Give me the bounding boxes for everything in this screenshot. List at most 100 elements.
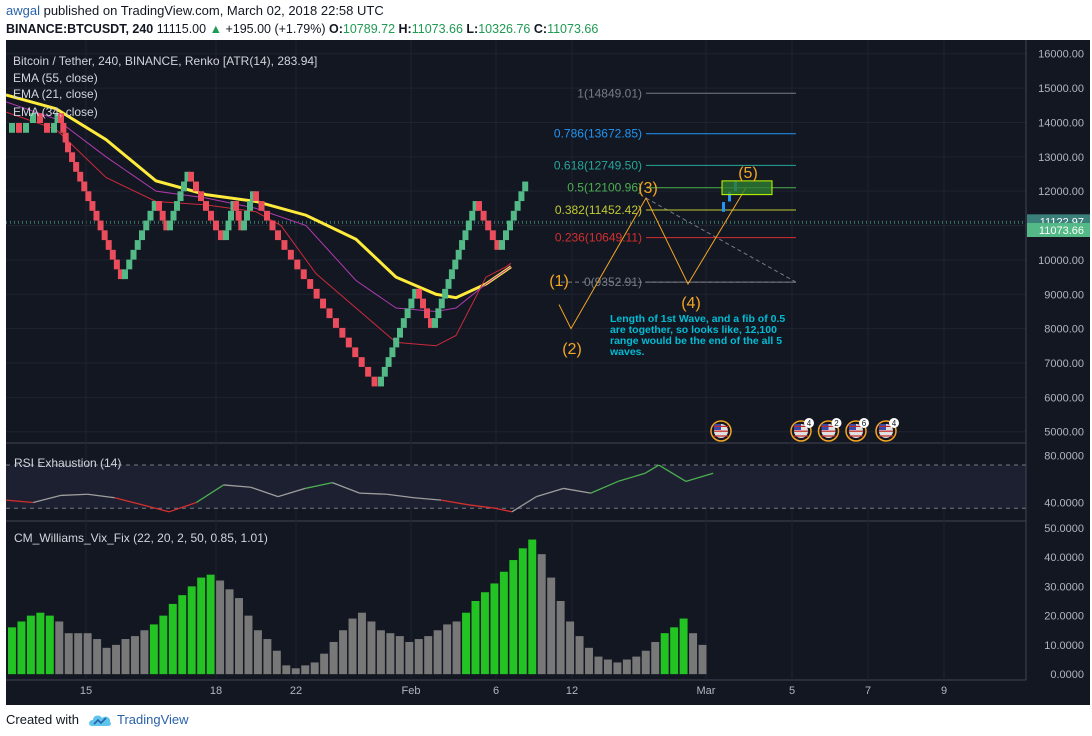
time-tick-label: 15 xyxy=(80,685,92,697)
renko-brick xyxy=(174,201,180,211)
vix-bar xyxy=(367,621,376,675)
renko-brick xyxy=(264,210,270,221)
time-tick-label: 6 xyxy=(493,685,499,697)
price-tick-label: 9000.00 xyxy=(1044,289,1084,301)
renko-brick xyxy=(60,123,67,133)
vix-bar xyxy=(329,641,338,675)
us-flag-icon: 4 xyxy=(875,418,899,442)
renko-brick xyxy=(503,230,509,241)
vix-bar xyxy=(187,586,196,675)
wave-label: (2) xyxy=(562,341,582,358)
main-pane: 1(14849.01) 0.786(13672.85) 0.618(12749.50… xyxy=(5,86,899,442)
rsi-segment xyxy=(250,486,279,498)
renko-brick xyxy=(494,240,501,250)
renko-brick xyxy=(371,376,378,387)
renko-brick xyxy=(507,220,513,231)
vix-legend: CM_Williams_Vix_Fix (22, 20, 2, 50, 0.85… xyxy=(14,531,268,545)
vix-bar xyxy=(102,647,111,675)
renko-brick xyxy=(30,113,36,124)
time-axis: 15 18 22 Feb 6 12 Mar 5 7 9 xyxy=(80,685,947,697)
rsi-segment xyxy=(617,472,646,483)
quote-line: BINANCE:BTCUSDT, 240 11115.00 ▲ +195.00 … xyxy=(6,22,598,36)
vix-bar xyxy=(632,656,641,675)
vix-bar xyxy=(17,621,26,675)
vix-bar xyxy=(386,633,395,675)
vix-bar xyxy=(130,636,139,675)
renko-brick xyxy=(147,210,154,221)
vix-bar xyxy=(452,621,461,675)
chart-svg[interactable]: 1(14849.01) 0.786(13672.85) 0.618(12749.50… xyxy=(5,40,1090,705)
vix-bar xyxy=(528,539,537,675)
annotation-text: Length of 1st Wave, and a fib of 0.5are … xyxy=(609,313,785,358)
low-value: 10326.76 xyxy=(478,22,531,36)
price-tick-label: 13000.00 xyxy=(1038,152,1084,164)
vix-bar xyxy=(263,639,272,675)
rsi-segment xyxy=(223,484,251,488)
vix-bar xyxy=(566,621,575,675)
renko-brick xyxy=(167,220,173,231)
renko-brick xyxy=(452,259,459,270)
renko-bricks xyxy=(9,113,737,387)
vix-bar xyxy=(310,662,319,675)
tradingview-cloud-icon[interactable] xyxy=(88,713,112,732)
wave-label: (1) xyxy=(549,273,569,290)
vix-bar xyxy=(585,647,593,675)
renko-brick xyxy=(184,171,191,182)
event-count: 6 xyxy=(862,419,867,428)
renko-brick xyxy=(130,249,137,260)
time-tick-label: 18 xyxy=(210,685,222,697)
rsi-segment xyxy=(511,496,537,513)
tradingview-link[interactable]: TradingView xyxy=(117,712,189,727)
renko-brick xyxy=(365,366,372,377)
elliott-waves: (1) (2) (3) (4) (5) xyxy=(549,165,773,358)
event-count-bg xyxy=(804,418,814,428)
event-count: 4 xyxy=(892,419,897,428)
vix-bar xyxy=(547,577,556,675)
renko-brick xyxy=(313,288,320,299)
chart-header: awgal published on TradingView.com, Marc… xyxy=(0,0,1092,40)
vix-bar xyxy=(594,656,603,675)
change-value: +195.00 (+1.79%) xyxy=(225,22,326,36)
vix-bar xyxy=(339,630,348,675)
renko-brick-live xyxy=(728,191,731,202)
rsi-segment xyxy=(305,481,333,490)
fib-levels: 1(14849.01) 0.786(13672.85) 0.618(12749.50… xyxy=(554,86,797,289)
price-tick-label: 10000.00 xyxy=(1038,255,1084,267)
renko-brick xyxy=(339,327,346,338)
rsi-segment xyxy=(359,492,387,495)
price-axis-bg xyxy=(1026,40,1090,705)
renko-brick xyxy=(122,269,128,280)
vix-bar xyxy=(499,571,508,675)
open-label: O: xyxy=(329,22,343,36)
renko-brick xyxy=(485,220,492,231)
rsi-segment xyxy=(196,484,224,504)
flag-ring xyxy=(875,420,897,442)
wave-label: (4) xyxy=(681,295,701,312)
author-link[interactable]: awgal xyxy=(6,3,40,18)
renko-brick xyxy=(9,123,15,133)
vix-bar xyxy=(291,668,300,675)
chart-area[interactable]: 1(14849.01) 0.786(13672.85) 0.618(12749.50… xyxy=(5,40,1090,705)
last-price: 11115.00 xyxy=(156,22,207,36)
published-text: published on TradingView.com, March 02, … xyxy=(43,3,384,18)
renko-brick xyxy=(218,230,224,241)
renko-brick xyxy=(514,201,521,211)
renko-brick xyxy=(113,259,120,270)
vix-bar xyxy=(168,603,177,675)
renko-brick xyxy=(126,259,133,270)
renko-brick xyxy=(287,249,294,260)
rsi-segment xyxy=(590,480,619,494)
vix-bar xyxy=(83,633,92,675)
vix-bar xyxy=(462,612,471,675)
rsi-segment xyxy=(332,481,360,494)
renko-brick xyxy=(489,230,496,241)
event-markers: 4 2 6 4 xyxy=(710,418,899,442)
annotation-line: are together, so looks like, 12,100 xyxy=(610,324,777,336)
ema55-legend: EMA (55, close) xyxy=(13,71,98,85)
vix-bar xyxy=(348,618,357,675)
ema-line-1 xyxy=(5,111,512,347)
renko-brick xyxy=(198,191,204,202)
flag-ring xyxy=(817,420,840,442)
high-label: H: xyxy=(398,22,412,36)
annotation-line: Length of 1st Wave, and a fib of 0.5 xyxy=(610,313,785,325)
